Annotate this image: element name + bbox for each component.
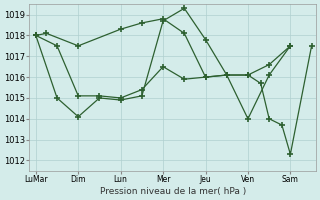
X-axis label: Pression niveau de la mer( hPa ): Pression niveau de la mer( hPa )	[100, 187, 246, 196]
